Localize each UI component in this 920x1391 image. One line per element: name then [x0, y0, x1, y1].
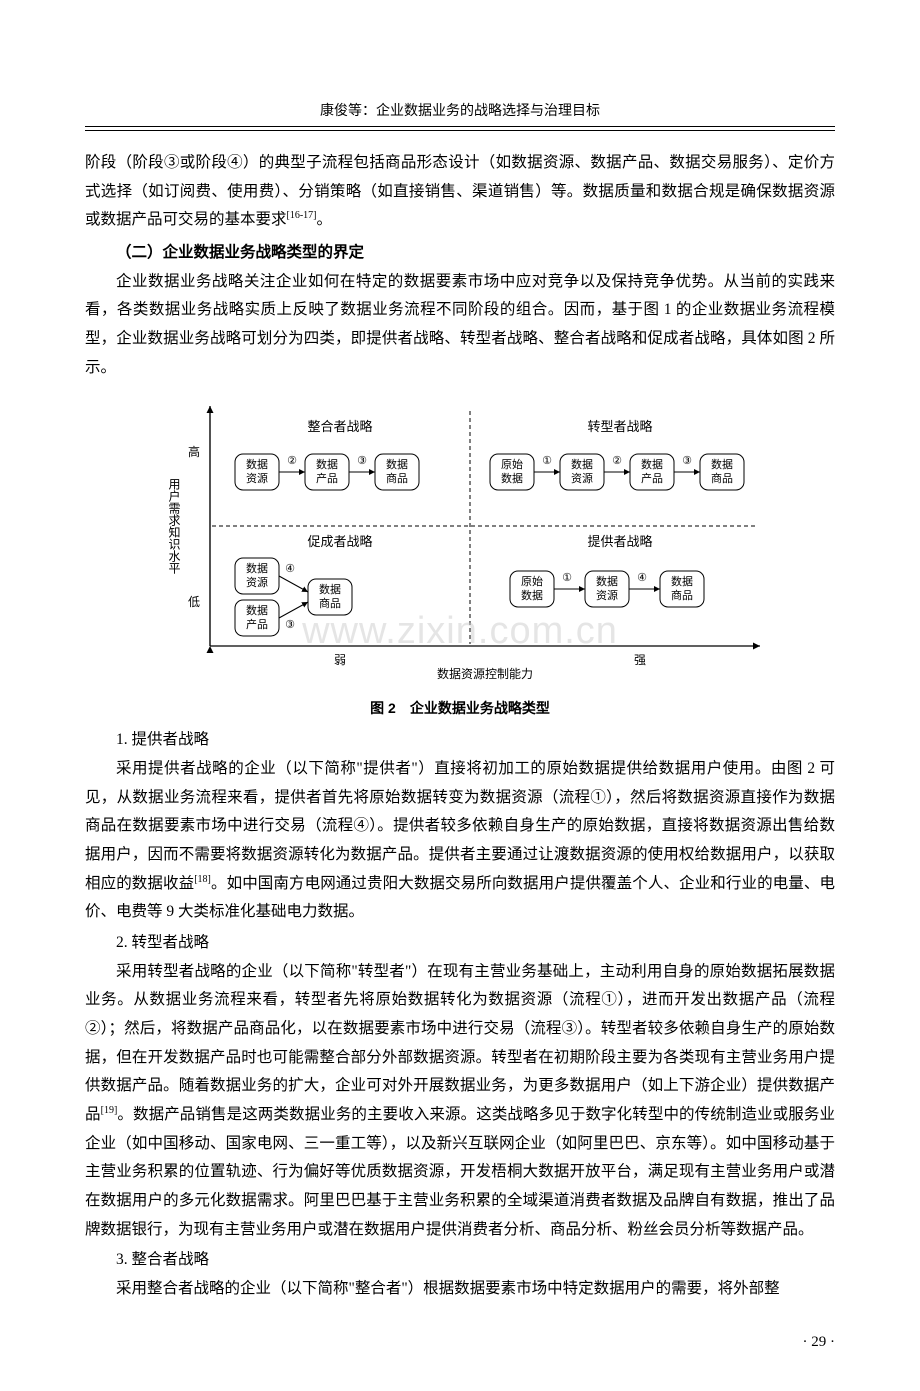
sub-heading-1: 1. 提供者战略: [85, 726, 835, 755]
citation-16-17: [16-17]: [287, 210, 317, 221]
svg-text:数据: 数据: [596, 574, 618, 588]
bl-node-product: 数据 产品: [235, 600, 279, 636]
svg-text:资源: 资源: [246, 471, 268, 485]
para1-text: 阶段（阶段③或阶段④）的典型子流程包括商品形态设计（如数据资源、数据产品、数据交…: [85, 154, 835, 228]
citation-19: [19]: [101, 1105, 118, 1116]
svg-text:数据: 数据: [641, 457, 663, 471]
sub2-text-a: 采用转型者战略的企业（以下简称"转型者"）在现有主营业务基础上，主动利用自身的原…: [85, 963, 835, 1123]
tr-node-resource: 数据 资源: [560, 454, 604, 490]
br-node-resource: 数据 资源: [585, 571, 629, 607]
x-low-label: 弱: [334, 653, 346, 667]
sub1-paragraph: 采用提供者战略的企业（以下简称"提供者"）直接将初加工的原始数据提供给数据用户使…: [85, 755, 835, 927]
para1-tail: 。: [317, 211, 333, 228]
svg-text:数据: 数据: [246, 457, 268, 471]
tr-arrow-3-label: ③: [682, 455, 692, 467]
tr-node-commodity: 数据 商品: [700, 454, 744, 490]
bl-arrow-3-label: ③: [285, 619, 295, 631]
bl-arrow-3a: [279, 602, 308, 618]
bl-arrow-4a: [279, 576, 308, 592]
svg-text:资源: 资源: [571, 471, 593, 485]
y-low-label: 低: [188, 595, 200, 609]
svg-text:原始: 原始: [501, 457, 523, 471]
running-header: 康俊等：企业数据业务的战略选择与治理目标: [85, 100, 835, 127]
figure-2: 用户需求知识水平 高 低 弱 强 数据资源控制能力 整合者战略 转型者战略 促成…: [140, 396, 780, 718]
tl-node-commodity: 数据 商品: [375, 454, 419, 490]
tl-arrow-3-label: ③: [357, 455, 367, 467]
br-arrow-4-label: ④: [637, 572, 647, 584]
quad-top-left: 整合者战略: [307, 419, 372, 434]
svg-text:商品: 商品: [386, 471, 408, 485]
svg-text:数据: 数据: [316, 457, 338, 471]
header-rule: [85, 129, 835, 131]
svg-text:数据: 数据: [386, 457, 408, 471]
tl-node-resource: 数据 资源: [235, 454, 279, 490]
svg-text:数据: 数据: [711, 457, 733, 471]
x-high-label: 强: [634, 653, 646, 667]
tr-node-raw: 原始 数据: [490, 454, 534, 490]
x-axis-label: 数据资源控制能力: [437, 666, 533, 681]
sub2-paragraph: 采用转型者战略的企业（以下简称"转型者"）在现有主营业务基础上，主动利用自身的原…: [85, 958, 835, 1245]
figure-2-svg: 用户需求知识水平 高 低 弱 强 数据资源控制能力 整合者战略 转型者战略 促成…: [140, 396, 780, 686]
page: 康俊等：企业数据业务的战略选择与治理目标 阶段（阶段③或阶段④）的典型子流程包括…: [0, 0, 920, 1391]
svg-text:数据: 数据: [246, 561, 268, 575]
bl-node-commodity: 数据 商品: [308, 579, 352, 615]
svg-text:商品: 商品: [671, 588, 693, 602]
quad-top-right: 转型者战略: [587, 419, 652, 434]
quad-bottom-left: 促成者战略: [307, 534, 372, 549]
tr-arrow-2-label: ②: [612, 455, 622, 467]
tr-arrow-1-label: ①: [542, 455, 552, 467]
svg-text:资源: 资源: [246, 575, 268, 589]
tl-node-product: 数据 产品: [305, 454, 349, 490]
y-high-label: 高: [188, 444, 200, 459]
br-arrow-1-label: ①: [562, 572, 572, 584]
sub2-text-b: 。数据产品销售是这两类数据业务的主要收入来源。这类战略多见于数字化转型中的传统制…: [85, 1106, 835, 1238]
br-node-raw: 原始 数据: [510, 571, 554, 607]
svg-text:产品: 产品: [641, 471, 663, 485]
svg-text:数据: 数据: [571, 457, 593, 471]
paragraph-2: 企业数据业务战略关注企业如何在特定的数据要素市场中应对竞争以及保持竞争优势。从当…: [85, 268, 835, 383]
svg-text:资源: 资源: [596, 588, 618, 602]
tr-node-product: 数据 产品: [630, 454, 674, 490]
tl-arrow-2-label: ②: [287, 455, 297, 467]
svg-text:数据: 数据: [246, 603, 268, 617]
svg-text:数据: 数据: [319, 582, 341, 596]
paragraph-1: 阶段（阶段③或阶段④）的典型子流程包括商品形态设计（如数据资源、数据产品、数据交…: [85, 149, 835, 235]
figure-2-caption: 图 2 企业数据业务战略类型: [140, 698, 780, 718]
svg-text:产品: 产品: [246, 617, 268, 631]
sub-heading-2: 2. 转型者战略: [85, 929, 835, 958]
svg-text:商品: 商品: [319, 596, 341, 610]
y-axis-label: 用户需求知识水平: [167, 478, 181, 574]
sub3-paragraph: 采用整合者战略的企业（以下简称"整合者"）根据数据要素市场中特定数据用户的需要，…: [85, 1275, 835, 1304]
quad-bottom-right: 提供者战略: [587, 534, 652, 549]
bl-arrow-4-label: ④: [285, 563, 295, 575]
bl-node-resource: 数据 资源: [235, 558, 279, 594]
page-number: · 29 ·: [85, 1334, 835, 1351]
svg-text:原始: 原始: [521, 574, 543, 588]
br-node-commodity: 数据 商品: [660, 571, 704, 607]
svg-text:商品: 商品: [711, 471, 733, 485]
svg-text:产品: 产品: [316, 471, 338, 485]
citation-18: [18]: [194, 874, 211, 885]
section-heading-2: （二）企业数据业务战略类型的界定: [85, 239, 835, 268]
svg-text:数据: 数据: [671, 574, 693, 588]
svg-text:数据: 数据: [521, 588, 543, 602]
sub-heading-3: 3. 整合者战略: [85, 1246, 835, 1275]
svg-text:数据: 数据: [501, 471, 523, 485]
sub1-text-a: 采用提供者战略的企业（以下简称"提供者"）直接将初加工的原始数据提供给数据用户使…: [85, 760, 835, 892]
